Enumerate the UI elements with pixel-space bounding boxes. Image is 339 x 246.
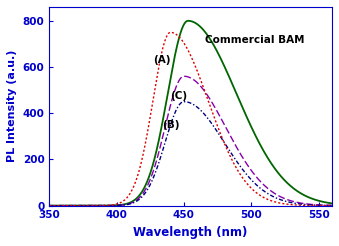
Y-axis label: PL Intensity (a.u.): PL Intensity (a.u.) xyxy=(7,50,17,162)
Text: (B): (B) xyxy=(162,120,180,130)
Text: (C): (C) xyxy=(171,91,187,101)
X-axis label: Wavelength (nm): Wavelength (nm) xyxy=(134,226,248,239)
Text: (A): (A) xyxy=(153,55,171,65)
Text: Commercial BAM: Commercial BAM xyxy=(205,35,305,45)
